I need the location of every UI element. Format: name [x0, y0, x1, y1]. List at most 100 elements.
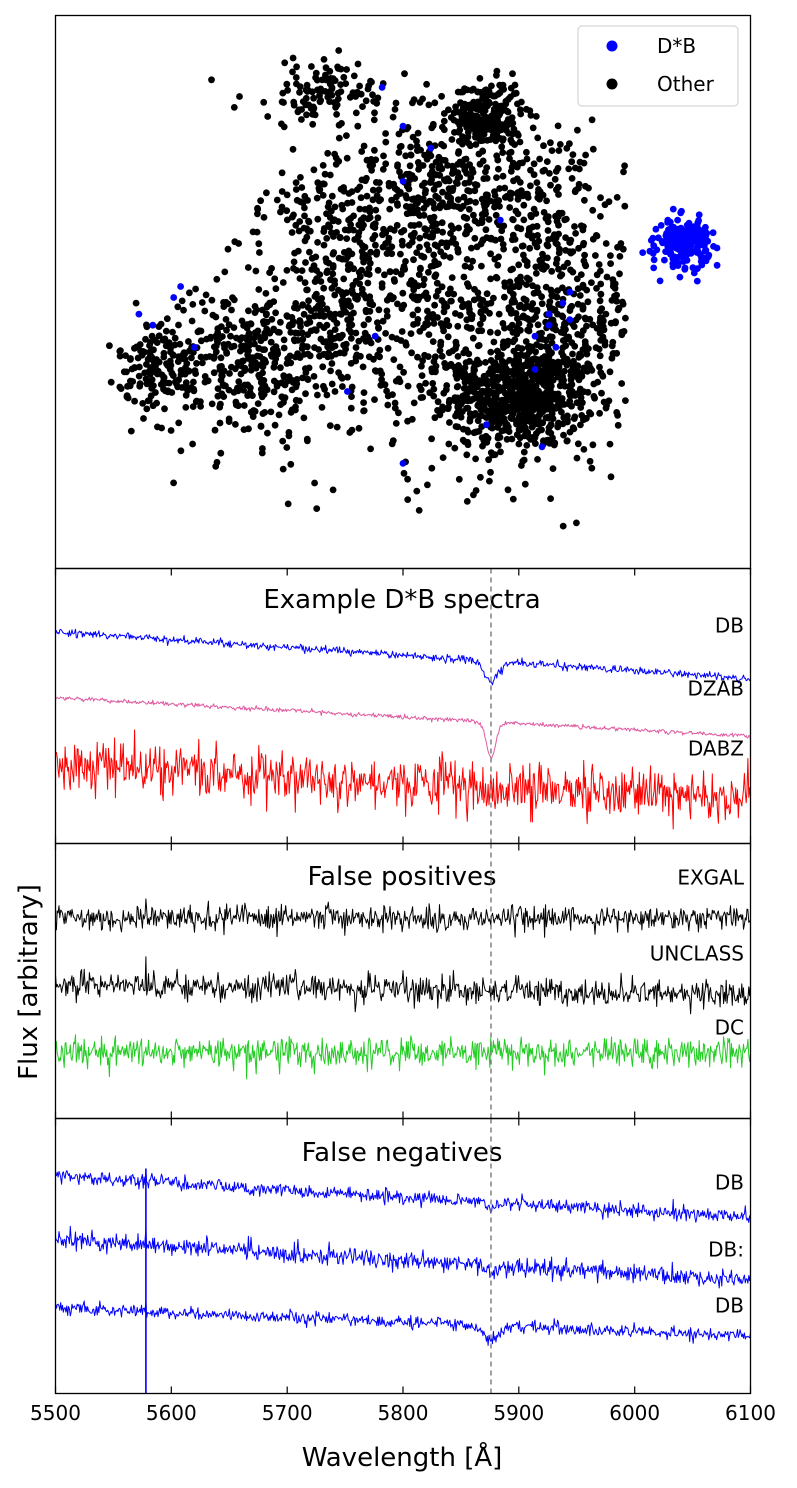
other-point-1462 [476, 75, 484, 82]
other-point-2773 [329, 250, 337, 258]
other-point-1053 [381, 381, 389, 389]
other-point-2731 [326, 171, 334, 179]
other-point-2827 [509, 265, 516, 273]
other-point-807 [506, 278, 514, 286]
other-point-2516 [290, 336, 298, 344]
other-point-2125 [192, 285, 200, 293]
other-point-346 [558, 408, 565, 416]
other-point-1960 [171, 334, 179, 342]
other-point-2655 [298, 106, 305, 113]
other-point-2660 [260, 98, 268, 106]
other-point-2661 [326, 67, 334, 75]
other-point-1603 [503, 119, 510, 127]
other-point-2299 [299, 301, 307, 308]
other-point-645 [588, 464, 596, 472]
dstarb-point-229 [149, 321, 157, 329]
other-point-205 [464, 404, 472, 412]
other-point-3117 [407, 203, 415, 211]
other-point-2919 [526, 343, 533, 350]
other-point-1768 [429, 122, 437, 130]
other-point-1760 [514, 224, 521, 232]
other-point-1672 [513, 175, 521, 183]
other-point-2419 [399, 289, 407, 297]
other-point-2948 [616, 253, 624, 260]
other-point-2373 [444, 290, 452, 298]
other-point-2951 [538, 329, 545, 337]
other-point-1763 [562, 215, 570, 223]
other-point-2643 [308, 63, 315, 70]
other-point-3111 [436, 202, 444, 209]
other-point-2942 [555, 249, 563, 257]
other-point-2888 [606, 368, 614, 376]
other-point-2976 [397, 250, 404, 258]
other-point-991 [502, 378, 509, 386]
other-point-352 [569, 424, 577, 431]
other-point-2223 [212, 313, 220, 321]
other-point-2659 [280, 99, 287, 106]
other-point-2854 [538, 293, 545, 301]
other-point-3048 [433, 279, 441, 287]
other-point-1819 [546, 170, 553, 177]
other-point-2301 [337, 310, 345, 318]
other-point-2541 [303, 343, 311, 350]
other-point-654 [534, 232, 541, 239]
other-point-1591 [496, 111, 503, 118]
other-point-1917 [107, 378, 115, 386]
other-point-2650 [425, 101, 433, 109]
other-point-3097 [429, 229, 437, 237]
other-point-826 [573, 519, 580, 527]
other-point-2715 [328, 229, 335, 237]
other-point-2869 [589, 321, 597, 329]
other-point-2698 [332, 160, 340, 168]
other-point-223 [532, 348, 539, 356]
other-point-1613 [554, 122, 562, 130]
other-point-1441 [499, 149, 507, 157]
other-point-2076 [232, 421, 239, 428]
other-point-747 [394, 300, 401, 308]
other-point-1247 [434, 407, 441, 414]
other-point-2372 [303, 320, 311, 327]
other-point-2968 [620, 328, 628, 335]
other-point-2459 [271, 275, 279, 283]
other-point-2763 [345, 247, 353, 255]
other-point-2177 [328, 360, 336, 367]
other-point-2671 [354, 232, 362, 240]
other-point-1996 [186, 289, 193, 297]
other-point-2611 [416, 99, 424, 106]
other-point-681 [416, 243, 423, 251]
spectrum-false_neg-2 [55, 1299, 751, 1346]
other-point-2253 [177, 367, 185, 374]
other-point-1310 [576, 399, 583, 407]
other-point-2724 [313, 194, 321, 202]
other-point-2486 [367, 248, 374, 256]
other-point-2743 [319, 180, 327, 188]
other-point-2482 [360, 389, 368, 396]
other-point-1571 [500, 86, 508, 93]
other-point-2093 [230, 296, 238, 304]
other-point-859 [398, 328, 406, 335]
other-point-3102 [407, 143, 414, 151]
other-point-3002 [375, 197, 383, 205]
other-point-2061 [222, 316, 230, 323]
other-point-1347 [461, 262, 469, 270]
other-point-2673 [336, 234, 344, 241]
other-point-2124 [287, 460, 295, 468]
other-point-571 [522, 405, 530, 413]
legend-box [577, 25, 739, 107]
other-point-2297 [355, 269, 363, 276]
other-point-2206 [284, 313, 291, 320]
spectrum-example-0 [55, 628, 751, 686]
other-point-2171 [198, 299, 206, 306]
other-point-756 [382, 160, 390, 168]
other-point-1298 [415, 271, 423, 278]
other-point-1756 [529, 124, 537, 132]
other-point-1817 [534, 134, 542, 142]
other-point-744 [602, 310, 610, 318]
other-point-738 [586, 457, 594, 465]
other-point-2401 [362, 308, 370, 316]
other-point-2993 [447, 230, 454, 237]
other-point-3090 [407, 222, 415, 229]
other-point-635 [526, 244, 534, 252]
other-point-687 [486, 328, 494, 336]
other-point-2759 [289, 145, 297, 153]
